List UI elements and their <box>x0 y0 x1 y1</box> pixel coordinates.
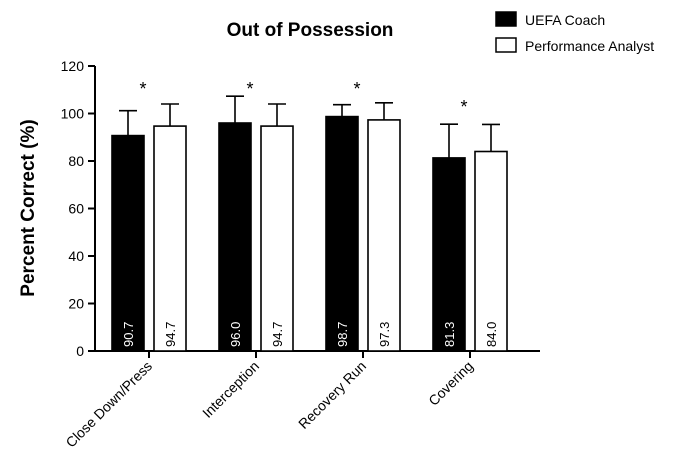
bar-value-label: 84.0 <box>484 322 499 347</box>
legend: UEFA Coach Performance Analyst <box>495 11 654 54</box>
bar <box>111 134 145 352</box>
bar <box>260 125 294 352</box>
significance-marker: * <box>353 79 360 99</box>
bar <box>367 119 401 352</box>
significance-marker: * <box>139 79 146 99</box>
y-tick-label: 100 <box>61 106 85 122</box>
legend-label-performance-analyst: Performance Analyst <box>525 38 654 54</box>
x-tick-label: Covering <box>425 358 476 409</box>
y-tick-label: 40 <box>68 248 84 264</box>
y-tick-label: 60 <box>68 201 84 217</box>
legend-label-uefa-coach: UEFA Coach <box>525 12 605 28</box>
x-tick-label: Recovery Run <box>295 358 369 432</box>
bar-value-label: 96.0 <box>228 322 243 347</box>
significance-marker: * <box>460 97 467 117</box>
y-tick-label: 120 <box>61 58 85 74</box>
y-tick-label: 80 <box>68 153 84 169</box>
y-axis-label: Percent Correct (%) <box>18 119 39 296</box>
bar-value-label: 94.7 <box>270 322 285 347</box>
legend-swatch-uefa-coach <box>495 11 517 27</box>
bar-value-label: 98.7 <box>335 322 350 347</box>
bar-value-label: 81.3 <box>442 322 457 347</box>
y-tick-label: 0 <box>76 343 84 359</box>
bar-value-label: 94.7 <box>163 322 178 347</box>
bar <box>218 122 252 352</box>
x-tick-label: Interception <box>199 358 262 421</box>
bar-value-label: 90.7 <box>121 322 136 347</box>
bar <box>153 125 187 352</box>
chart-title: Out of Possession <box>227 20 394 41</box>
significance-marker: * <box>246 79 253 99</box>
x-tick-label: Close Down/Press <box>62 358 155 451</box>
plot-area: 0 20 40 60 80 100 120 90.7 94.7 * Close Down/Press… <box>61 58 540 451</box>
bar <box>325 115 359 352</box>
bar <box>474 150 508 352</box>
y-tick-label: 20 <box>68 296 84 312</box>
legend-swatch-performance-analyst <box>495 37 517 53</box>
bar-value-label: 97.3 <box>377 322 392 347</box>
bar <box>432 157 466 352</box>
